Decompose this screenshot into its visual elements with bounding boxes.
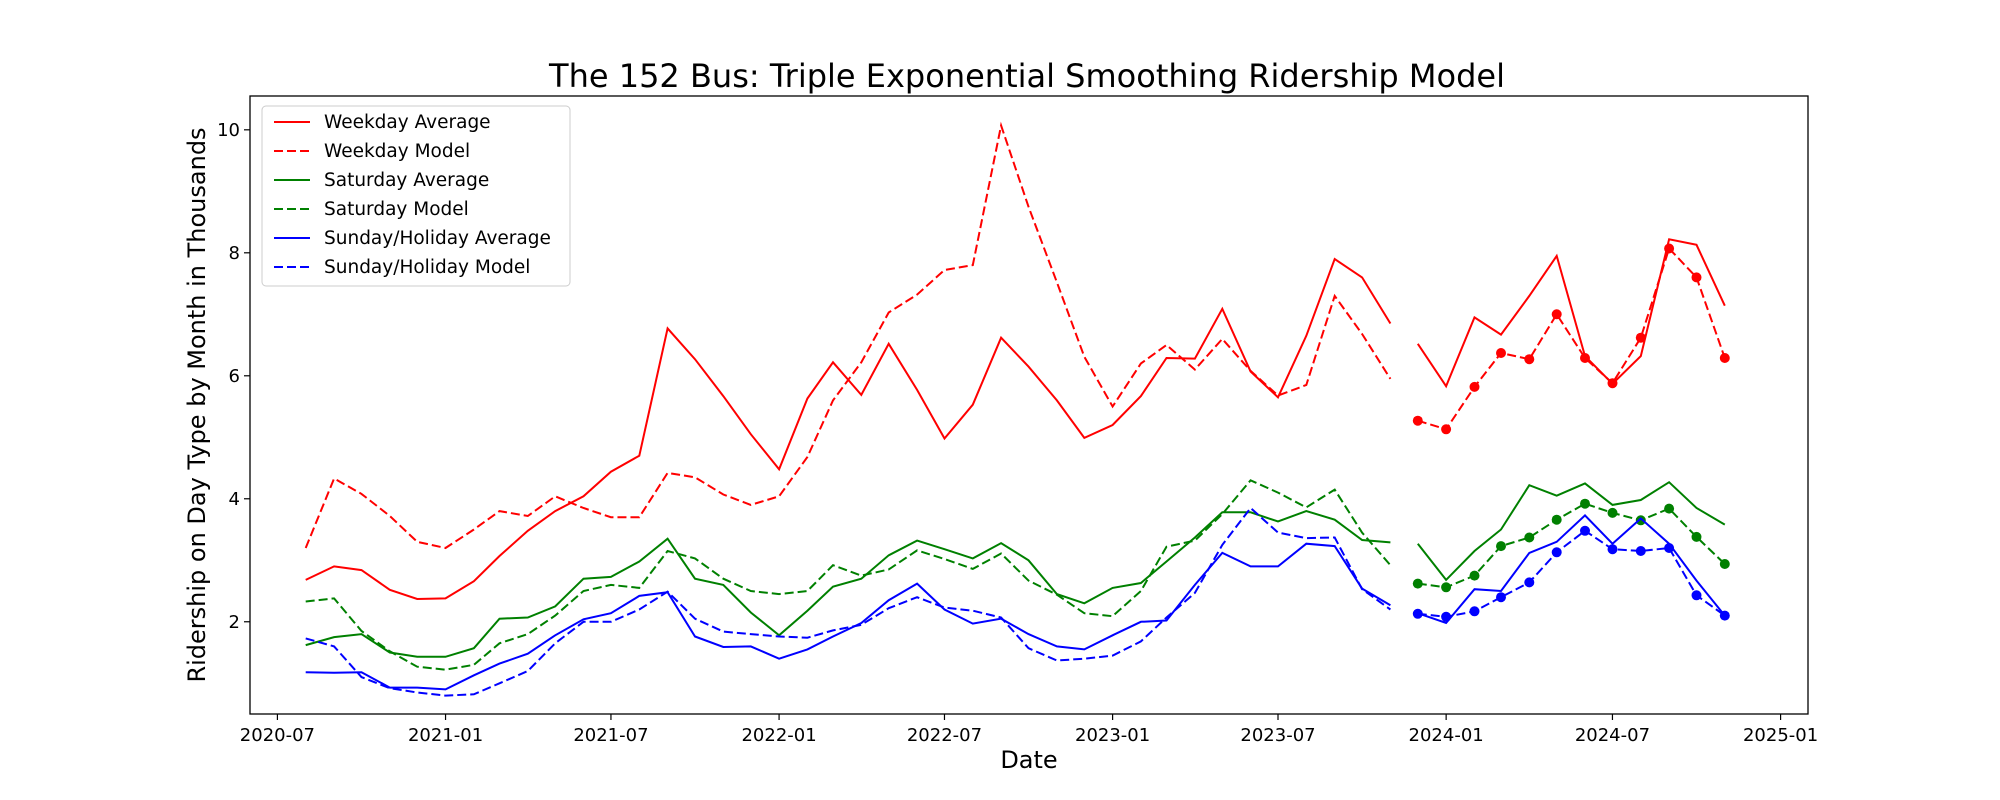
forecast-point (1496, 541, 1506, 552)
series-line-weekday-average-fitted (305, 257, 1392, 601)
forecast-point (1551, 514, 1562, 525)
x-tick-label: 2024-07 (1575, 725, 1650, 746)
forecast-point (1635, 332, 1646, 343)
forecast-point (1441, 582, 1452, 593)
forecast-point (1580, 353, 1590, 363)
forecast-point (1580, 525, 1590, 536)
forecast-point (1551, 309, 1562, 320)
series-line-sunday-holiday-average-forecast (1417, 514, 1726, 625)
legend-entry: Saturday Model (324, 199, 469, 220)
forecast-point (1469, 606, 1480, 617)
forecast-point (1524, 354, 1535, 365)
y-axis-label: Ridership on Day Type by Month in Thousa… (183, 127, 211, 682)
forecast-point (1412, 415, 1423, 426)
y-tick-label: 6 (229, 366, 240, 387)
legend-entry: Sunday/Holiday Model (324, 257, 530, 278)
forecast-point (1607, 544, 1618, 555)
x-tick-label: 2022-01 (741, 725, 816, 746)
y-tick-label: 10 (217, 120, 240, 141)
forecast-point (1691, 531, 1702, 542)
x-tick-label: 2020-07 (240, 725, 315, 746)
x-tick-label: 2022-07 (907, 725, 982, 746)
x-tick-label: 2021-01 (408, 725, 483, 746)
x-tick-label: 2021-07 (573, 725, 648, 746)
forecast-point (1412, 578, 1423, 589)
x-tick-label: 2023-01 (1075, 725, 1150, 746)
y-axis: 2 4 6 8 10 (217, 120, 250, 633)
series-line-sunday-holiday-model-forecast (1417, 529, 1726, 618)
forecast-point (1719, 559, 1730, 569)
series-line-weekday-model-forecast (1417, 246, 1726, 431)
forecast-point (1719, 353, 1730, 363)
series-line-saturday-average-forecast (1417, 480, 1726, 582)
forecast-point (1691, 272, 1702, 283)
x-tick-label: 2023-07 (1240, 725, 1315, 746)
forecast-point (1524, 577, 1535, 588)
forecast-point (1664, 243, 1675, 254)
series-line-sunday-holiday-average-fitted (305, 542, 1391, 691)
y-tick-label: 4 (229, 489, 240, 510)
forecast-point (1412, 608, 1423, 619)
legend-entry: Sunday/Holiday Average (324, 228, 551, 249)
forecast-point (1607, 378, 1618, 389)
forecast-point (1551, 547, 1562, 558)
series-line-weekday-average-forecast (1416, 238, 1726, 389)
x-tick-label: 2024-01 (1409, 725, 1484, 746)
legend-entry: Weekday Average (324, 112, 491, 133)
forecast-point (1719, 610, 1730, 621)
y-tick-label: 8 (229, 243, 240, 264)
chart-title: The 152 Bus: Triple Exponential Smoothin… (548, 57, 1505, 95)
y-tick-label: 2 (229, 612, 240, 633)
forecast-point (1496, 592, 1506, 603)
x-axis: 2020-07 2021-01 2021-07 2022-01 2022-07 2023-… (240, 714, 1818, 746)
forecast-point (1607, 507, 1618, 518)
forecast-point (1441, 611, 1452, 622)
forecast-point (1441, 424, 1452, 435)
legend: Weekday Average Weekday Model Saturday Ave… (261, 105, 571, 287)
forecast-point (1580, 498, 1590, 509)
series-line-weekday-model-fitted (304, 121, 1392, 550)
legend-box (261, 105, 571, 287)
forecast-point (1496, 348, 1506, 358)
plot-area (304, 121, 1730, 697)
forecast-point (1664, 503, 1675, 514)
forecast-point (1635, 515, 1646, 526)
legend-entry: Saturday Average (324, 170, 489, 191)
forecast-point (1635, 546, 1646, 556)
x-axis-label: Date (1000, 746, 1057, 774)
forecast-point (1524, 532, 1535, 543)
legend-entry: Weekday Model (324, 141, 470, 162)
plot-frame (249, 95, 1809, 715)
series-line-sunday-holiday-model-fitted (305, 506, 1391, 697)
series-line-saturday-model-forecast (1417, 502, 1726, 589)
forecast-point (1664, 543, 1675, 553)
forecast-point (1469, 570, 1480, 581)
x-tick-label: 2025-01 (1743, 725, 1818, 746)
series-line-saturday-model-fitted (305, 479, 1392, 671)
series-line-saturday-average-fitted (305, 510, 1391, 658)
forecast-point (1469, 381, 1480, 392)
forecast-point (1691, 590, 1702, 601)
